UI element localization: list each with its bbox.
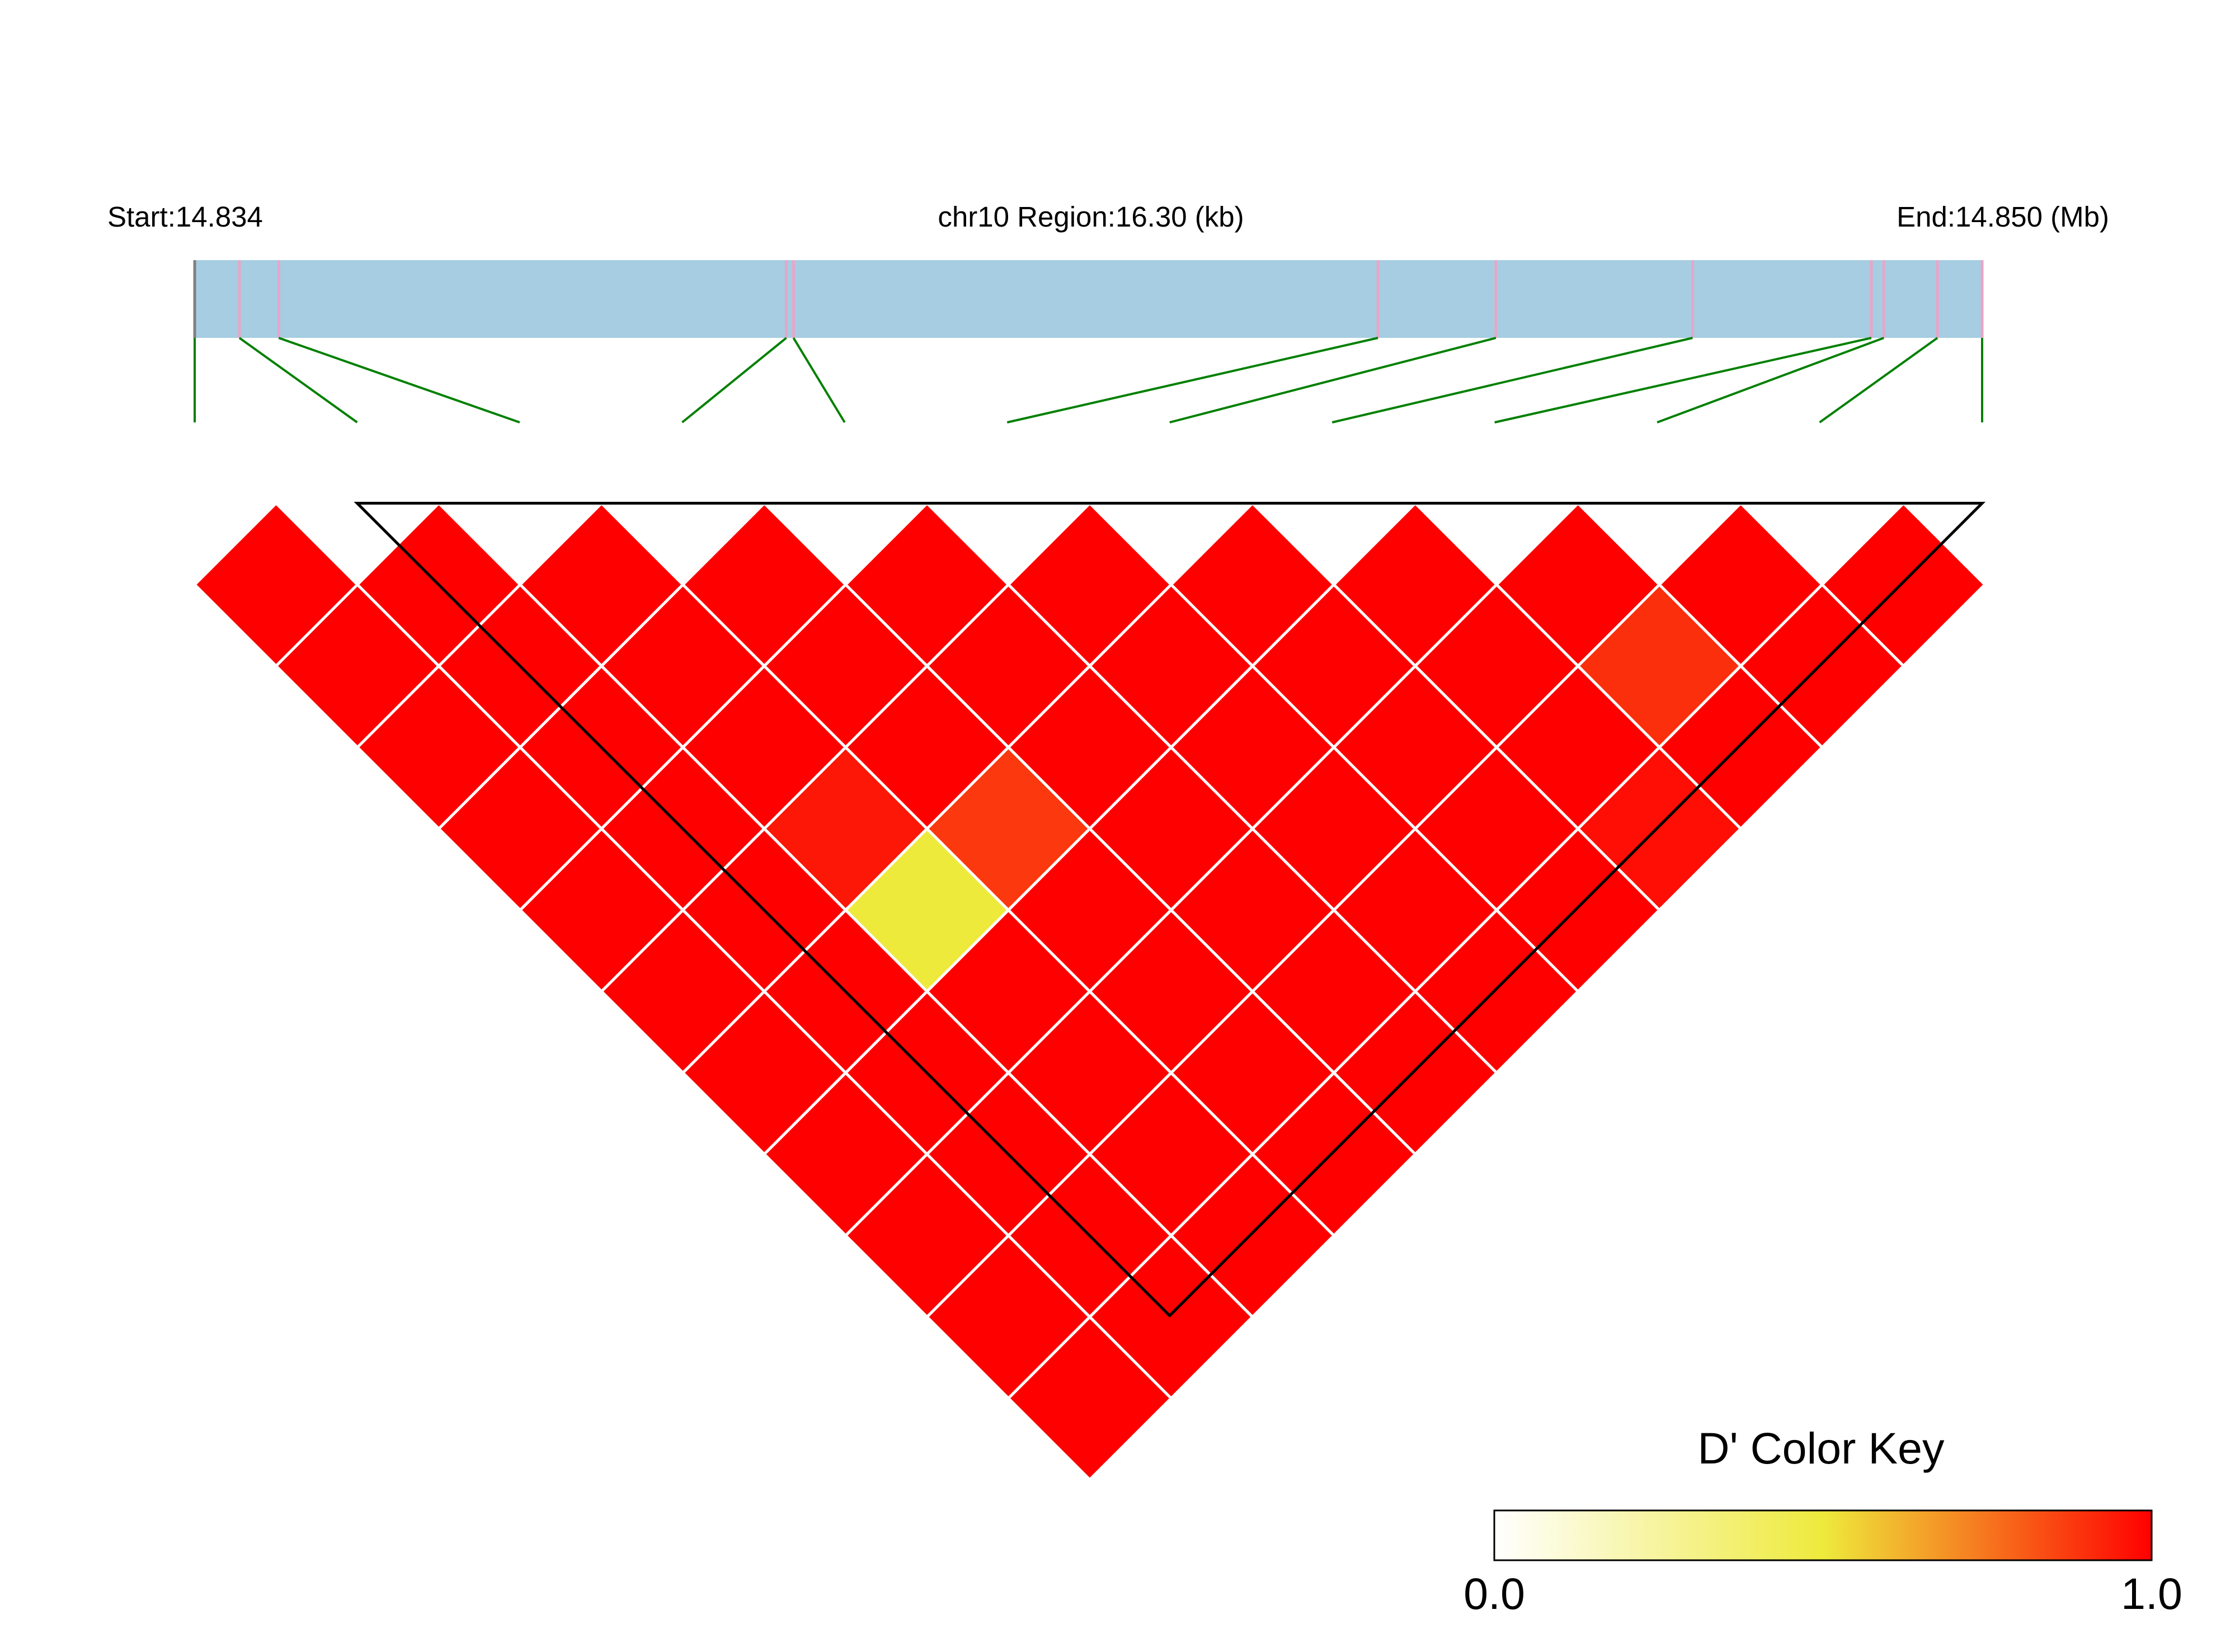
color-key-min-label: 0.0 — [1464, 1569, 1525, 1618]
region-bar — [195, 260, 1982, 338]
snp-connector — [1006, 337, 1378, 423]
region-end-label: End:14.850 (Mb) — [1897, 201, 2109, 233]
block-triangle — [354, 502, 1986, 1318]
snp-connector — [278, 337, 520, 423]
ld-cells — [192, 501, 1987, 1482]
snp-connector — [792, 337, 846, 423]
snp-connector-lines — [194, 337, 1983, 423]
snp-connector — [238, 337, 358, 423]
snp-connector — [1494, 337, 1872, 423]
color-key-gradient — [1493, 1509, 2153, 1561]
snp-connector — [681, 337, 787, 423]
snp-connector — [1657, 337, 1884, 423]
snp-connector — [1331, 337, 1693, 423]
snp-markers — [193, 260, 1984, 338]
region-start-label: Start:14.834 — [107, 201, 263, 233]
region-length-label: chr10 Region:16.30 (kb) — [938, 201, 1244, 233]
haplotype-block-outline — [354, 502, 1986, 1318]
color-key-title: D' Color Key — [1698, 1423, 1945, 1473]
snp-connector — [1169, 337, 1497, 423]
snp-connector — [1819, 337, 1938, 423]
color-key-max-label: 1.0 — [2121, 1569, 2182, 1618]
ld-cell — [1820, 501, 1987, 668]
